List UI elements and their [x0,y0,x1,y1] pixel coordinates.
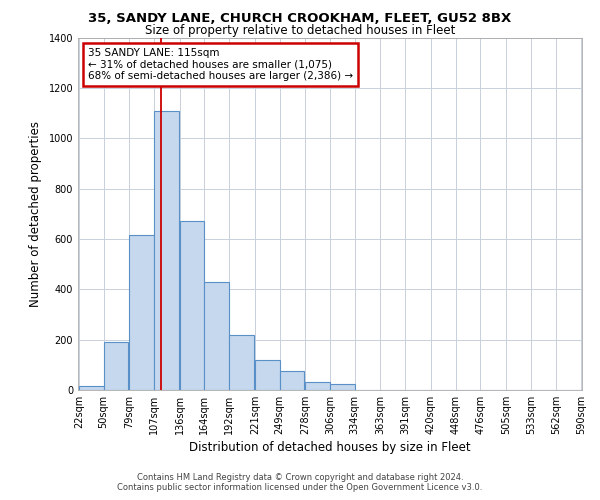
Y-axis label: Number of detached properties: Number of detached properties [29,120,41,306]
Text: Size of property relative to detached houses in Fleet: Size of property relative to detached ho… [145,24,455,37]
Bar [154,110,179,390]
Bar [205,282,229,390]
Text: Contains HM Land Registry data © Crown copyright and database right 2024.
Contai: Contains HM Land Registry data © Crown c… [118,473,482,492]
Bar [104,342,128,390]
Bar [229,334,254,390]
Text: 35 SANDY LANE: 115sqm
← 31% of detached houses are smaller (1,075)
68% of semi-d: 35 SANDY LANE: 115sqm ← 31% of detached … [88,48,353,82]
X-axis label: Distribution of detached houses by size in Fleet: Distribution of detached houses by size … [189,441,471,454]
Bar [330,384,355,390]
Text: 35, SANDY LANE, CHURCH CROOKHAM, FLEET, GU52 8BX: 35, SANDY LANE, CHURCH CROOKHAM, FLEET, … [88,12,512,26]
Bar [129,235,154,390]
Bar [79,386,104,390]
Bar [280,371,304,390]
Bar [305,382,330,390]
Bar [179,222,205,390]
Bar [255,360,280,390]
